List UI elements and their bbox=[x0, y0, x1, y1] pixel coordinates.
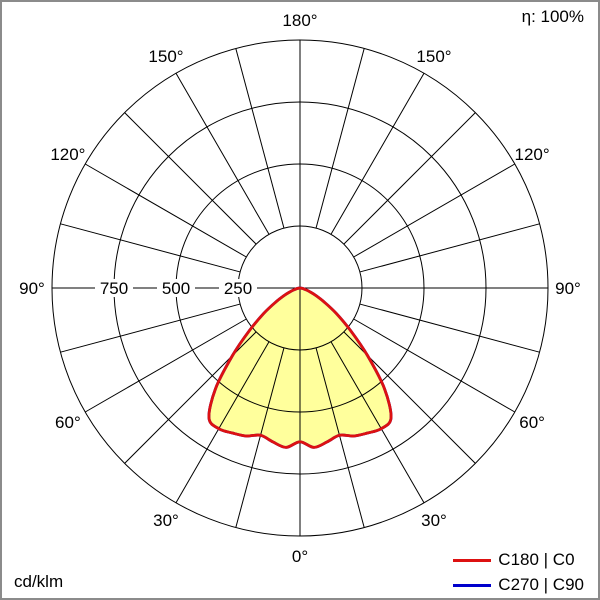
unit-label: cd/klm bbox=[14, 572, 64, 591]
legend-label-c180-c0: C180 | C0 bbox=[498, 550, 575, 569]
angle-label: 120° bbox=[515, 145, 550, 164]
angle-label: 90° bbox=[19, 279, 45, 298]
angle-label: 120° bbox=[50, 145, 85, 164]
angle-label: 30° bbox=[153, 511, 179, 530]
legend-line-red-icon bbox=[453, 558, 492, 562]
series-curve-0 bbox=[207, 286, 393, 449]
ring-label: 750 bbox=[100, 279, 128, 298]
angle-label: 60° bbox=[55, 413, 81, 432]
angle-label: 0° bbox=[292, 547, 308, 566]
legend-line-blue-icon bbox=[453, 583, 492, 587]
chart-labels: 250 500 750 0° 30° 30° 60° 60° 90° 90° 120° 120° 150… bbox=[19, 11, 581, 566]
efficiency-label: η: 100% bbox=[521, 7, 584, 26]
angle-label: 60° bbox=[519, 413, 545, 432]
angle-label: 150° bbox=[148, 47, 183, 66]
polar-grid bbox=[51, 39, 549, 537]
legend: C180 | C0 C270 | C90 bbox=[453, 550, 584, 595]
legend-item-c180-c0: C180 | C0 bbox=[453, 550, 584, 570]
angle-label: 30° bbox=[421, 511, 447, 530]
angle-label: 90° bbox=[555, 279, 581, 298]
angle-label: 180° bbox=[282, 11, 317, 30]
angle-label: 150° bbox=[416, 47, 451, 66]
legend-label-c270-c90: C270 | C90 bbox=[498, 575, 584, 594]
legend-item-c270-c90: C270 | C90 bbox=[453, 575, 584, 595]
ring-label: 250 bbox=[224, 279, 252, 298]
ring-label: 500 bbox=[162, 279, 190, 298]
